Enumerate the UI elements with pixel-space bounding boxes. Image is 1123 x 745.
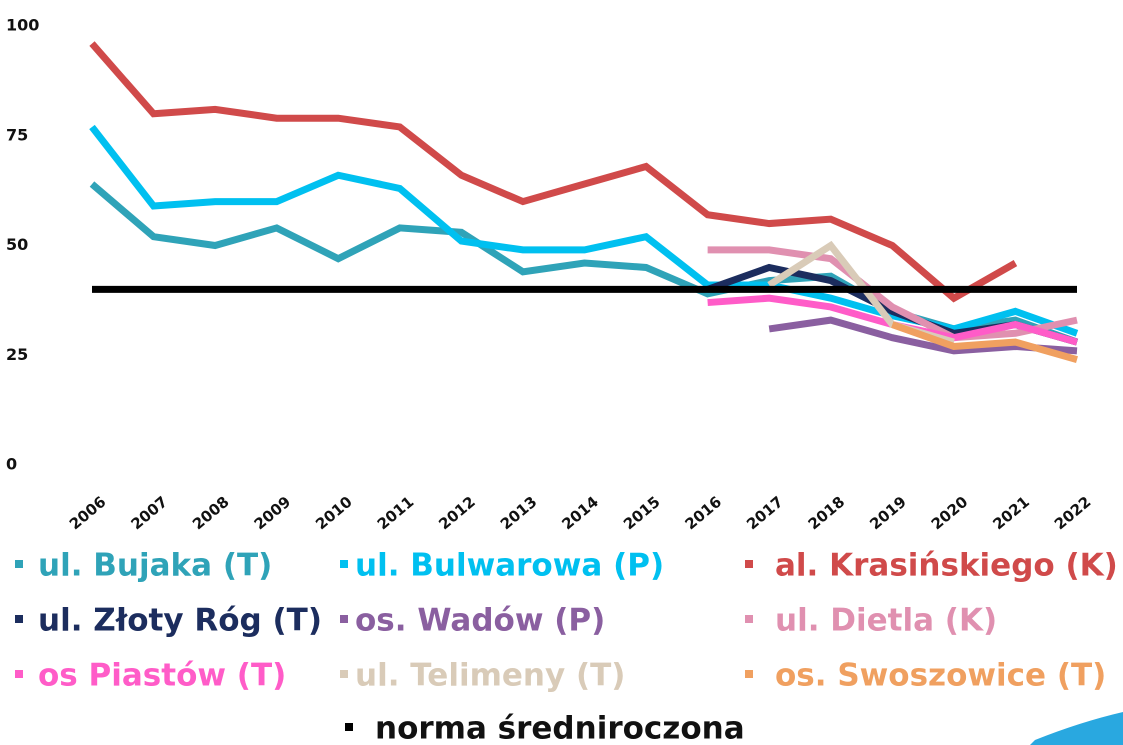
- legend-marker: [745, 615, 753, 623]
- x-tick-label: 2020: [928, 493, 972, 534]
- legend-label: ul. Bujaka (T): [38, 548, 272, 584]
- series-line: [89, 181, 1079, 346]
- legend-marker: [745, 560, 753, 568]
- legend-marker: [340, 670, 348, 678]
- legend-label: ul. Dietla (K): [775, 603, 997, 639]
- legend-label: ul. Telimeny (T): [355, 658, 625, 694]
- x-tick-label: 2021: [989, 493, 1033, 534]
- legend-label: os. Swoszowice (T): [775, 658, 1106, 694]
- decoration: [1030, 712, 1123, 745]
- series-line: [891, 321, 1078, 364]
- x-tick-label: 2010: [312, 493, 356, 534]
- legend-marker: [340, 615, 348, 623]
- legend-marker: [15, 615, 23, 623]
- x-tick-label: 2011: [374, 493, 418, 534]
- x-tick-label: 2009: [251, 493, 295, 534]
- legend-label: os. Wadów (P): [355, 603, 605, 639]
- y-tick-label: 75: [6, 125, 28, 144]
- series-line: [89, 124, 1079, 337]
- y-tick-label: 25: [6, 345, 28, 364]
- legend-label: ul. Bulwarowa (P): [355, 548, 664, 584]
- legend-marker: [15, 670, 23, 678]
- legend-label: ul. Złoty Róg (T): [38, 603, 322, 639]
- y-tick-label: 100: [6, 16, 39, 35]
- legend-marker: [15, 560, 23, 568]
- x-tick-label: 2006: [66, 493, 110, 534]
- x-tick-label: 2013: [497, 493, 541, 534]
- x-tick-label: 2015: [620, 493, 664, 534]
- legend-label: al. Krasińskiego (K): [775, 548, 1118, 584]
- x-tick-label: 2012: [435, 493, 479, 534]
- x-tick-label: 2017: [743, 493, 787, 534]
- x-tick-label: 2007: [127, 493, 171, 534]
- legend-marker: [340, 560, 348, 568]
- legend-label: os Piastów (T): [38, 658, 286, 694]
- series-line: [707, 246, 1078, 342]
- x-tick-label: 2018: [805, 493, 849, 534]
- x-tick-label: 2019: [866, 493, 910, 534]
- y-tick-label: 50: [6, 235, 28, 254]
- legend-label: norma średniroczona: [375, 711, 745, 745]
- legend-marker: [745, 670, 753, 678]
- y-tick-label: 0: [6, 455, 17, 474]
- series-line: [89, 41, 1018, 303]
- x-tick-label: 2008: [189, 493, 233, 534]
- x-tick-label: 2014: [558, 493, 602, 534]
- x-tick-label: 2016: [682, 493, 726, 534]
- legend-marker: [345, 723, 353, 731]
- x-tick-label: 2022: [1051, 493, 1095, 534]
